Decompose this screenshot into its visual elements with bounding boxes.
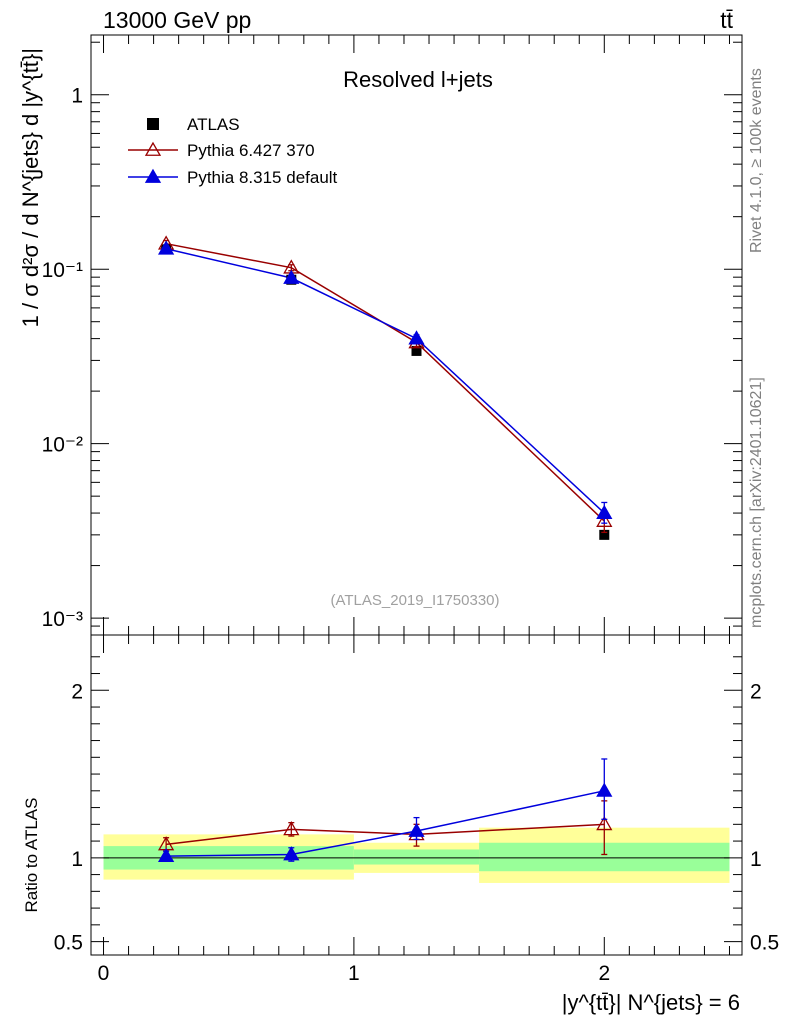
ratio-pythia6-line (166, 823, 605, 846)
ratio-pythia8-point (596, 782, 613, 797)
legend-label: ATLAS (187, 115, 240, 134)
side-site-label: mcplots.cern.ch [arXiv:2401.10621] (748, 377, 765, 628)
ratio-pythia6-point (596, 816, 613, 831)
atlas-point (411, 345, 422, 356)
main-axis-ticks: 1 10⁻¹ 10⁻² 10⁻³ (42, 35, 742, 636)
ratio-pythia8-point (157, 847, 175, 863)
ratio-ytick-label-right: 1 (750, 848, 762, 871)
pythia8-line (165, 248, 605, 514)
main-ytick-label: 1 (71, 85, 83, 108)
main-ytick-label: 10⁻³ (42, 608, 83, 631)
ratio-xlabel: |y^{tt̄}| N^{jets} = 6 (562, 990, 740, 1015)
ratio-pythia8-line (166, 790, 605, 857)
main-panel: 1 10⁻¹ 10⁻² 10⁻³ Resolved l+jets (ATLAS_201… (18, 34, 743, 636)
main-series-lines (165, 242, 605, 522)
ratio-xtick-label: 1 (348, 962, 360, 985)
pythia8-point (596, 504, 613, 519)
pythia6-line (165, 242, 605, 522)
ratio-ytick-label-right: 0.5 (750, 932, 779, 955)
side-rivet-label: Rivet 4.1.0, ≥ 100k events (748, 68, 765, 253)
atlas-point (599, 529, 610, 540)
ratio-band-inner (353, 849, 480, 865)
legend-label: Pythia 6.427 370 (187, 141, 315, 160)
ratio-pythia8-point (283, 846, 300, 861)
ratio-panel: 2 2 1 1 0.5 0.5 0 1 2 Ratio to ATLAS |y^{tt̄}| N… (22, 634, 779, 1015)
pythia6-point (596, 512, 613, 527)
ratio-ytick-label-left: 0.5 (54, 932, 83, 955)
ratio-frame (90, 634, 743, 956)
ratio-ylabel: Ratio to ATLAS (22, 798, 41, 913)
ratio-xtick-label: 2 (598, 962, 610, 985)
legend-pythia8-marker (144, 168, 162, 183)
legend-pythia6-marker (144, 141, 162, 156)
main-markers (157, 235, 613, 540)
ratio-ytick-label-left: 2 (71, 680, 83, 703)
header-left: 13000 GeV pp (103, 7, 251, 33)
ratio-ytick-label-left: 1 (71, 848, 83, 871)
ratio-pythia6-point (283, 821, 300, 836)
main-watermark: (ATLAS_2019_I1750330) (330, 592, 499, 609)
ratio-xtick-label: 0 (98, 962, 110, 985)
legend-label: Pythia 8.315 default (187, 168, 338, 187)
ratio-ytick-label-right: 2 (750, 680, 762, 703)
main-ytick-label: 10⁻¹ (42, 259, 83, 282)
legend: ATLAS Pythia 6.427 370 Pythia 8.315 defaul… (128, 115, 338, 187)
pythia8-point (408, 330, 425, 345)
pythia8-point (283, 269, 300, 284)
main-ytick-label: 10⁻² (42, 434, 83, 457)
pythia8-point (157, 240, 175, 255)
legend-atlas-marker (147, 118, 159, 130)
ratio-pythia8-point (408, 822, 425, 837)
ratio-axis-ticks: 2 2 1 1 0.5 0.5 0 1 2 (54, 635, 779, 985)
header-right: tt̄ (720, 7, 733, 33)
ratio-series-lines (166, 790, 605, 857)
main-ylabel: 1 / σ d²σ / d N^{jets} d |y^{tt̄}| (18, 48, 43, 327)
main-title: Resolved l+jets (343, 67, 493, 92)
ratio-markers (157, 758, 613, 863)
